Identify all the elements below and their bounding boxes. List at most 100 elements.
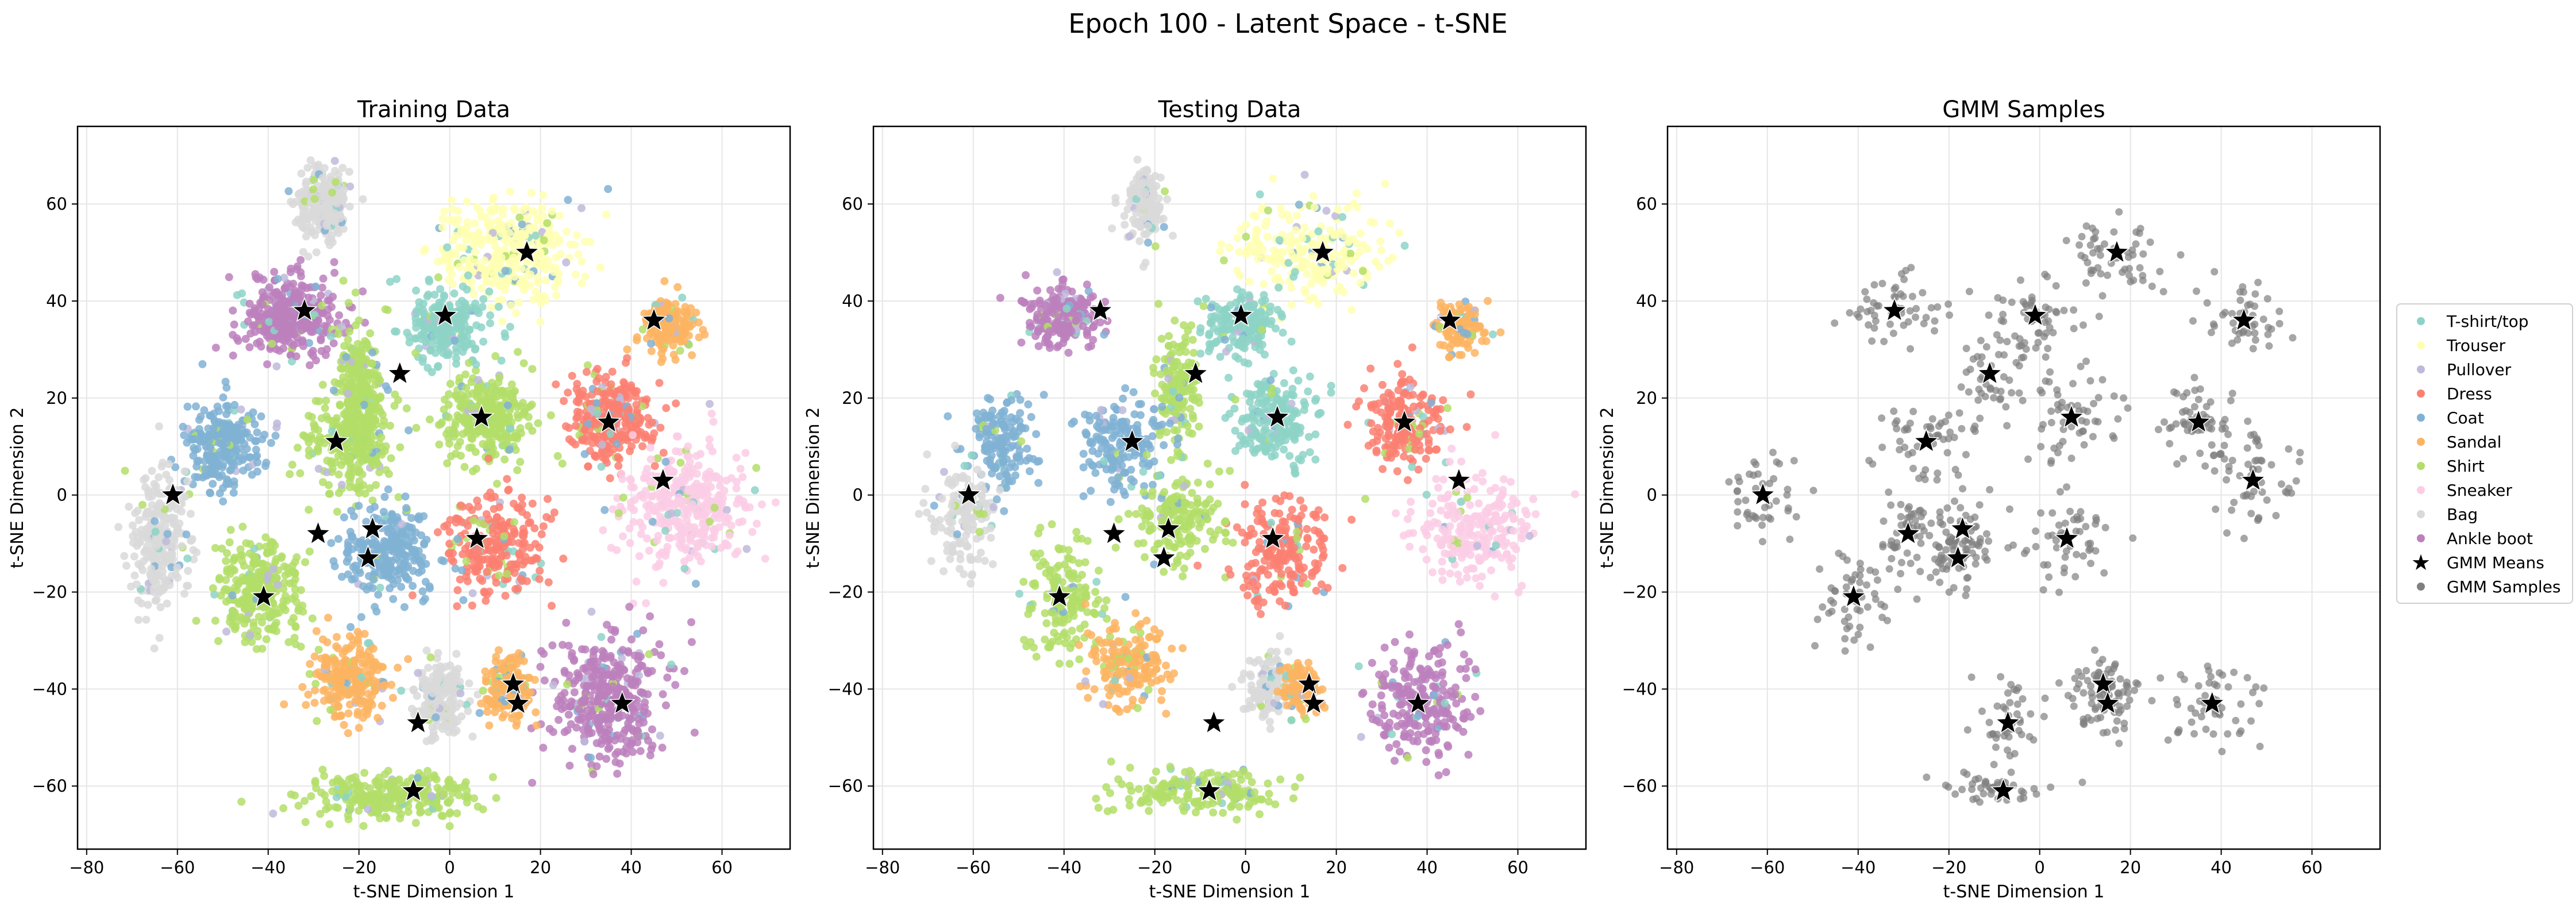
scatter-point bbox=[376, 584, 384, 592]
scatter-point bbox=[262, 635, 271, 643]
scatter-point bbox=[663, 300, 672, 309]
scatter-point bbox=[510, 499, 518, 508]
scatter-point bbox=[405, 426, 413, 435]
scatter-point bbox=[402, 404, 411, 412]
scatter-point bbox=[280, 562, 288, 570]
scatter-point bbox=[225, 421, 234, 429]
scatter-point bbox=[523, 213, 532, 221]
scatter-point bbox=[681, 546, 690, 554]
scatter-point bbox=[304, 691, 313, 699]
scatter-point bbox=[386, 584, 394, 592]
scatter-point bbox=[492, 480, 501, 488]
scatter-point bbox=[279, 603, 288, 612]
scatter-point bbox=[458, 416, 467, 425]
scatter-point bbox=[613, 662, 622, 670]
scatter-point bbox=[671, 300, 680, 309]
scatter-point bbox=[575, 388, 583, 397]
scatter-point bbox=[506, 425, 514, 433]
scatter-point bbox=[294, 444, 302, 452]
scatter-point bbox=[352, 399, 361, 408]
scatter-point bbox=[246, 539, 255, 548]
scatter-point bbox=[255, 612, 263, 621]
scatter-point bbox=[499, 523, 508, 532]
scatter-point bbox=[310, 422, 319, 431]
scatter-point bbox=[437, 556, 446, 565]
scatter-point bbox=[460, 400, 468, 408]
scatter-point bbox=[568, 438, 576, 446]
scatter-point bbox=[380, 493, 389, 501]
scatter-point bbox=[497, 253, 506, 262]
scatter-point bbox=[627, 635, 636, 643]
scatter-point bbox=[329, 339, 338, 348]
scatter-point bbox=[472, 360, 480, 369]
scatter-point bbox=[463, 230, 472, 238]
scatter-point bbox=[142, 615, 151, 624]
scatter-point bbox=[391, 390, 399, 399]
scatter-point bbox=[334, 379, 343, 388]
scatter-point bbox=[242, 595, 251, 604]
scatter-point bbox=[291, 575, 299, 584]
scatter-point bbox=[308, 614, 317, 623]
scatter-point bbox=[688, 351, 696, 360]
scatter-point bbox=[622, 358, 630, 367]
scatter-point bbox=[546, 411, 555, 419]
scatter-point bbox=[225, 273, 233, 282]
scatter-point bbox=[356, 483, 364, 491]
scatter-point bbox=[454, 215, 463, 224]
scatter-point bbox=[639, 626, 648, 635]
scatter-point bbox=[646, 444, 654, 452]
scatter-point bbox=[495, 219, 503, 228]
scatter-point bbox=[582, 392, 590, 401]
scatter-point bbox=[262, 542, 270, 551]
scatter-point bbox=[303, 164, 312, 172]
scatter-point bbox=[271, 431, 280, 440]
scatter-point bbox=[387, 454, 395, 462]
scatter-point bbox=[477, 284, 486, 292]
scatter-point bbox=[694, 542, 702, 550]
scatter-point bbox=[170, 542, 178, 551]
scatter-point bbox=[680, 308, 688, 317]
scatter-point bbox=[609, 445, 618, 454]
scatter-point bbox=[583, 706, 592, 715]
scatter-point bbox=[437, 420, 445, 428]
scatter-point bbox=[319, 274, 328, 283]
scatter-point bbox=[163, 530, 172, 538]
scatter-point bbox=[559, 641, 567, 649]
scatter-point bbox=[657, 651, 665, 660]
scatter-point bbox=[535, 543, 544, 552]
scatter-point bbox=[386, 277, 394, 286]
scatter-point bbox=[389, 595, 398, 603]
scatter-point bbox=[521, 539, 529, 548]
scatter-point bbox=[541, 276, 550, 285]
scatter-point bbox=[379, 543, 387, 552]
scatter-point bbox=[221, 377, 230, 386]
scatter-point bbox=[721, 512, 730, 521]
scatter-point bbox=[327, 539, 336, 548]
scatter-point bbox=[469, 516, 478, 525]
scatter-point bbox=[570, 688, 579, 697]
scatter-point bbox=[134, 616, 143, 624]
scatter-point bbox=[263, 360, 271, 369]
scatter-point bbox=[672, 432, 681, 441]
scatter-points bbox=[114, 156, 780, 830]
scatter-point bbox=[535, 575, 544, 583]
scatter-point bbox=[326, 705, 334, 714]
scatter-point bbox=[312, 627, 321, 635]
scatter-point bbox=[471, 248, 479, 256]
scatter-point bbox=[692, 309, 700, 317]
scatter-point bbox=[490, 193, 498, 202]
scatter-point bbox=[379, 508, 388, 516]
scatter-point bbox=[485, 287, 494, 296]
scatter-point bbox=[261, 533, 270, 542]
scatter-point bbox=[593, 387, 602, 396]
scatter-point bbox=[537, 299, 545, 307]
scatter-point bbox=[565, 761, 574, 770]
scatter-point bbox=[309, 352, 317, 360]
scatter-point bbox=[444, 276, 453, 284]
scatter-point bbox=[722, 506, 731, 514]
scatter-point bbox=[671, 502, 679, 510]
scatter-point bbox=[365, 484, 374, 492]
scatter-point bbox=[515, 298, 523, 307]
scatter-point bbox=[659, 492, 667, 501]
scatter-point bbox=[226, 450, 235, 459]
